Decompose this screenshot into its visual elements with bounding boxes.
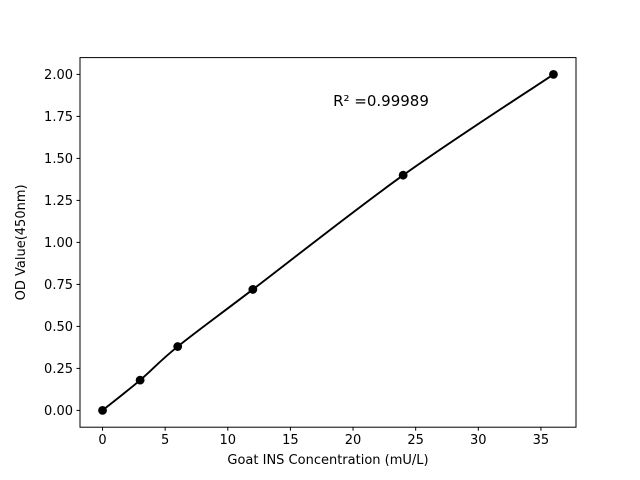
y-tick-label: 0.50 bbox=[44, 320, 73, 335]
plot-border bbox=[79, 57, 577, 428]
y-tick-label: 0.25 bbox=[44, 362, 73, 377]
x-tick-label: 15 bbox=[282, 433, 299, 448]
data-point-marker bbox=[173, 342, 183, 351]
x-axis-label: Goat INS Concentration (mU/L) bbox=[227, 453, 428, 468]
x-tick-label: 35 bbox=[533, 433, 550, 448]
axis-ticks bbox=[76, 73, 542, 431]
y-tick-label: 0.75 bbox=[44, 278, 73, 293]
data-point-marker bbox=[549, 70, 558, 79]
data-point-marker bbox=[135, 375, 145, 385]
data-point-marker bbox=[248, 285, 258, 294]
x-tick-label: 25 bbox=[407, 433, 424, 448]
axis-tick-labels: 0 5 10 15 20 25 30 35 0.00 0.25 0.50 0.75 1.00 1.25 1.… bbox=[44, 68, 549, 448]
x-tick-label: 0 bbox=[98, 433, 106, 448]
data-point-marker bbox=[398, 170, 408, 180]
data-point-markers bbox=[98, 70, 558, 415]
x-tick-label: 30 bbox=[470, 433, 487, 448]
y-tick-label: 1.00 bbox=[44, 236, 73, 251]
x-tick-label: 10 bbox=[220, 433, 237, 448]
x-tick-label: 20 bbox=[345, 433, 362, 448]
y-tick-label: 1.75 bbox=[44, 110, 73, 125]
standard-curve-line bbox=[101, 73, 555, 412]
y-tick-label: 1.50 bbox=[44, 152, 73, 167]
r-squared-annotation: R² =0.99989 bbox=[333, 92, 429, 110]
y-tick-label: 1.25 bbox=[44, 194, 73, 209]
y-axis-label: OD Value(450nm) bbox=[14, 184, 29, 300]
x-tick-label: 5 bbox=[161, 433, 169, 448]
y-tick-label: 0.00 bbox=[44, 404, 73, 419]
y-tick-label: 2.00 bbox=[44, 68, 73, 83]
data-point-marker bbox=[98, 406, 107, 415]
